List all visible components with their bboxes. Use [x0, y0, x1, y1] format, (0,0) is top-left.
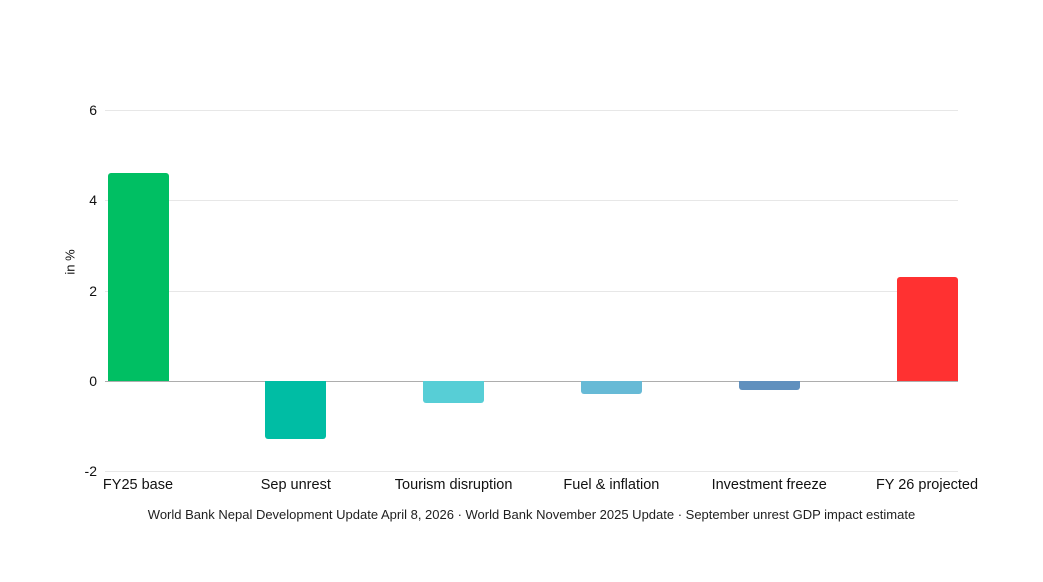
bar-fy-26-projected — [896, 276, 958, 381]
y-tick-label: 6 — [89, 102, 97, 118]
gridline — [105, 200, 958, 202]
x-category-label-tourism-disruption: Tourism disruption — [394, 477, 513, 493]
y-tick-label: 0 — [89, 372, 97, 389]
chart-caption: World Bank Nepal Development Update Apri… — [147, 507, 916, 522]
y-tick-label: -2 — [84, 463, 97, 479]
x-category-label-fy-26-projected: FY 26 projected — [875, 477, 979, 493]
bar-sep-unrest — [265, 380, 327, 440]
zero-gridline — [105, 380, 958, 382]
x-category-label-fy25-base: FY25 base — [102, 477, 174, 493]
x-category-label-sep-unrest: Sep unrest — [260, 477, 331, 493]
gridline — [105, 110, 958, 111]
y-axis-title: in % — [62, 249, 78, 275]
bar-investment-freeze — [738, 380, 800, 390]
y-tick-label: 4 — [89, 192, 97, 209]
x-category-label-investment-freeze: Investment freeze — [711, 477, 827, 493]
gridline — [105, 471, 958, 472]
y-tick-label: 2 — [89, 282, 97, 299]
gridline — [105, 290, 958, 292]
plot-area — [105, 110, 958, 472]
bar-fy25-base — [107, 173, 169, 381]
bar-fuel-inflation — [580, 380, 642, 395]
bar-tourism-disruption — [423, 380, 485, 404]
x-category-label-fuel-inflation: Fuel & inflation — [563, 477, 660, 493]
